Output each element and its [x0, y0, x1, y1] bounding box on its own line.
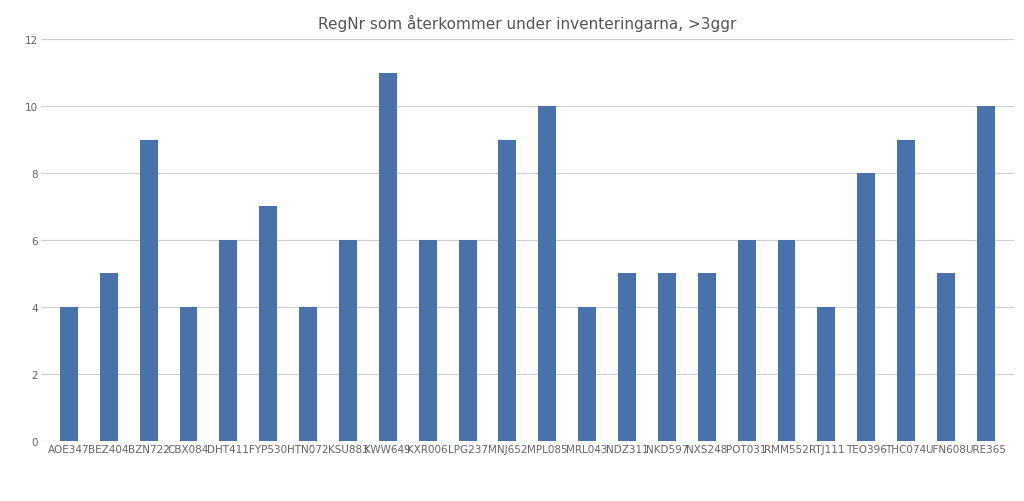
Bar	[977, 107, 995, 441]
Bar	[379, 74, 396, 441]
Bar	[579, 307, 596, 441]
Bar	[937, 274, 955, 441]
Bar	[499, 140, 516, 441]
Bar	[658, 274, 676, 441]
Bar	[697, 274, 716, 441]
Bar	[539, 107, 556, 441]
Bar	[737, 240, 756, 441]
Bar	[299, 307, 317, 441]
Bar	[419, 240, 436, 441]
Bar	[618, 274, 636, 441]
Title: RegNr som återkommer under inventeringarna, >3ggr: RegNr som återkommer under inventeringar…	[318, 15, 736, 32]
Bar	[777, 240, 796, 441]
Bar	[339, 240, 357, 441]
Bar	[139, 140, 158, 441]
Bar	[259, 207, 278, 441]
Bar	[99, 274, 118, 441]
Bar	[179, 307, 198, 441]
Bar	[219, 240, 238, 441]
Bar	[857, 174, 876, 441]
Bar	[817, 307, 836, 441]
Bar	[897, 140, 915, 441]
Bar	[59, 307, 78, 441]
Bar	[459, 240, 476, 441]
